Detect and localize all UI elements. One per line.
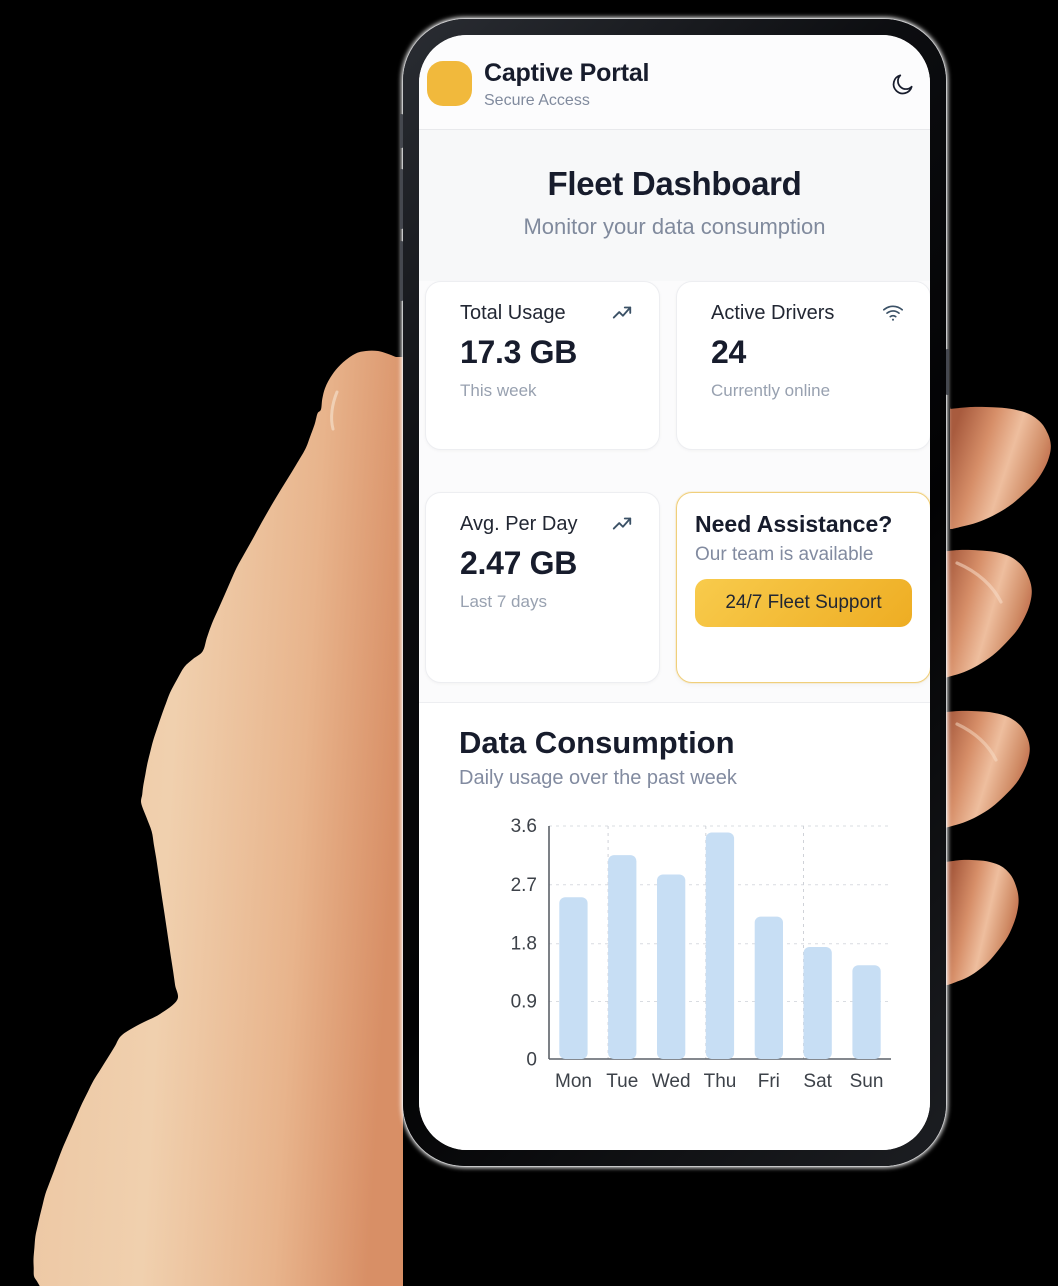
svg-text:1.8: 1.8 (511, 934, 537, 955)
svg-text:Sat: Sat (803, 1071, 832, 1092)
svg-text:0: 0 (526, 1050, 537, 1071)
svg-text:0.9: 0.9 (511, 992, 537, 1013)
svg-text:3.6: 3.6 (511, 816, 537, 837)
svg-text:2.7: 2.7 (511, 875, 537, 896)
svg-text:Mon: Mon (555, 1071, 592, 1092)
svg-text:Tue: Tue (606, 1071, 638, 1092)
svg-text:Wed: Wed (652, 1071, 691, 1092)
svg-text:Fri: Fri (758, 1071, 780, 1092)
svg-text:Thu: Thu (704, 1071, 737, 1092)
svg-text:Sun: Sun (850, 1071, 884, 1092)
